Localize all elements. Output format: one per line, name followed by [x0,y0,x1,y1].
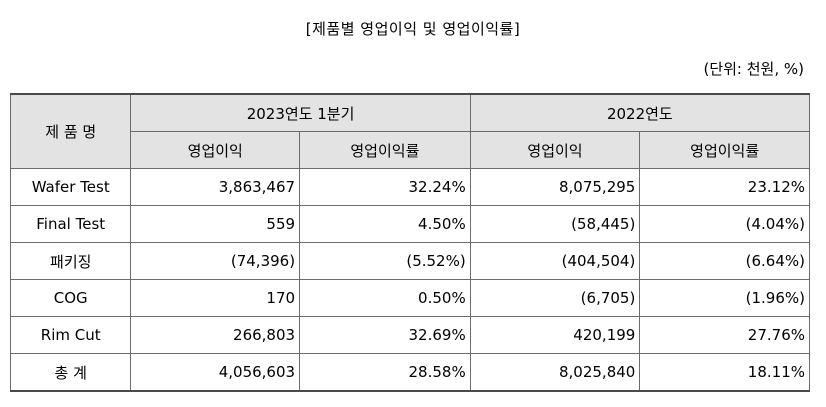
op-profit-2023q1: 3,863,467 [130,168,301,206]
table-row: Rim Cut 266,803 32.69% 420,199 27.76% [9,316,810,354]
op-profit-2023q1: (74,396) [130,242,301,280]
op-margin-2022: (4.04%) [639,205,810,243]
header-period-2022: 2022연도 [469,93,811,132]
header-period-2023q1: 2023연도 1분기 [130,93,471,132]
op-margin-2023q1: 4.50% [299,205,471,243]
op-margin-2023q1: 0.50% [299,279,471,317]
op-margin-2022: (6.64%) [639,242,810,280]
op-margin-2023q1: (5.52%) [299,242,471,280]
table-row: 패키징 (74,396) (5.52%) (404,504) (6.64%) [9,242,810,280]
table-row: Wafer Test 3,863,467 32.24% 8,075,295 23… [9,168,810,206]
table-row-total: 총 계 4,056,603 28.58% 8,025,840 18.11% [9,353,810,392]
op-profit-2022: 8,025,840 [469,353,641,392]
product-name: Final Test [9,205,132,243]
op-margin-2022: 27.76% [639,316,810,354]
product-name: Rim Cut [9,316,132,354]
op-margin-2022: 18.11% [639,353,810,392]
op-profit-2022: 8,075,295 [469,168,641,206]
unit-note: (단위: 천원, %) [703,60,804,78]
product-name: 패키징 [9,242,132,280]
op-profit-2022: 420,199 [469,316,641,354]
op-margin-2023q1: 32.69% [299,316,471,354]
header-op-margin-2023q1: 영업이익률 [299,131,471,169]
product-name: Wafer Test [9,168,132,206]
product-name: COG [9,279,132,317]
op-profit-2023q1: 266,803 [130,316,301,354]
table-title: [제품별 영업이익 및 영업이익률] [305,20,521,38]
table-row: Final Test 559 4.50% (58,445) (4.04%) [9,205,810,243]
op-margin-2022: (1.96%) [639,279,810,317]
op-margin-2022: 23.12% [639,168,810,206]
op-profit-2023q1: 170 [130,279,301,317]
table-row: COG 170 0.50% (6,705) (1.96%) [9,279,810,317]
header-op-margin-2022: 영업이익률 [639,131,810,169]
op-profit-2023q1: 4,056,603 [130,353,301,392]
product-name: 총 계 [9,353,132,392]
op-profit-2022: (6,705) [469,279,641,317]
op-profit-2022: (404,504) [469,242,641,280]
op-profit-2023q1: 559 [130,205,301,243]
header-op-profit-2022: 영업이익 [469,131,641,169]
op-margin-2023q1: 32.24% [299,168,471,206]
op-profit-2022: (58,445) [469,205,641,243]
op-margin-2023q1: 28.58% [299,353,471,392]
operating-profit-table: 제 품 명 2023연도 1분기 2022연도 영업이익 영업이익률 영업이익 … [9,93,811,392]
header-op-profit-2023q1: 영업이익 [130,131,301,169]
header-product: 제 품 명 [9,93,132,169]
